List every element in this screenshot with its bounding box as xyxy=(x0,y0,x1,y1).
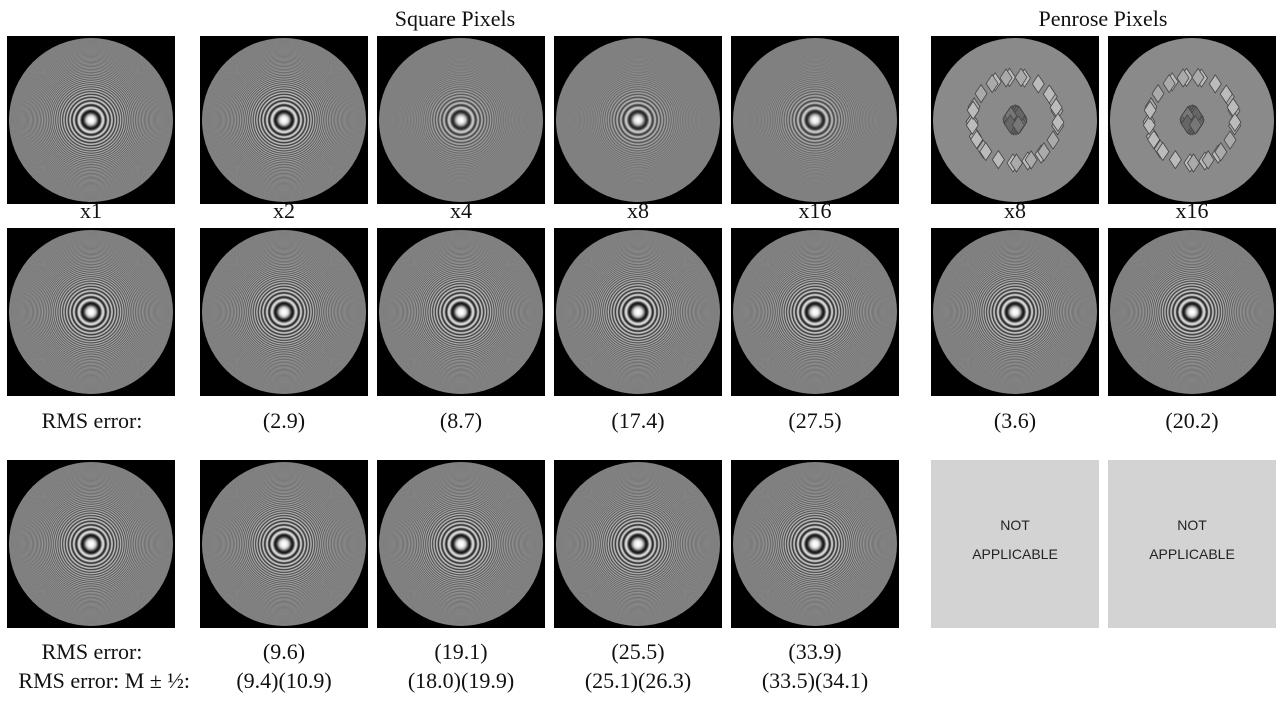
rms-value: (27.5) xyxy=(788,410,841,432)
image-panel xyxy=(1108,36,1276,204)
rms-label: RMS error: xyxy=(42,641,143,663)
rms-pm-value: (33.5)(34.1) xyxy=(762,670,868,692)
image-panel xyxy=(554,228,722,396)
rms-label: RMS error: xyxy=(42,410,143,432)
image-panel xyxy=(1108,228,1276,396)
image-panel xyxy=(554,36,722,204)
image-panel xyxy=(731,36,899,204)
section-title: Square Pixels xyxy=(395,8,515,30)
na-text: NOT xyxy=(931,517,1099,533)
rms-value: (8.7) xyxy=(440,410,482,432)
image-panel xyxy=(731,228,899,396)
rms-value: (17.4) xyxy=(611,410,664,432)
rms-pm-value: (9.4)(10.9) xyxy=(236,670,331,692)
na-text: APPLICABLE xyxy=(1108,546,1276,562)
na-text: NOT xyxy=(1108,517,1276,533)
image-panel xyxy=(377,228,545,396)
image-panel xyxy=(731,460,899,628)
image-panel xyxy=(931,36,1099,204)
scale-label: x1 xyxy=(80,200,102,222)
image-panel xyxy=(377,460,545,628)
rms-value: (20.2) xyxy=(1165,410,1218,432)
rms-pm-label: RMS error: M ± ½: xyxy=(18,670,190,692)
image-panel xyxy=(377,36,545,204)
rms-value: (9.6) xyxy=(263,641,305,663)
image-panel xyxy=(554,460,722,628)
scale-label: x8 xyxy=(627,200,649,222)
image-panel xyxy=(200,460,368,628)
section-title: Penrose Pixels xyxy=(1039,8,1168,30)
scale-label: x2 xyxy=(273,200,295,222)
not-applicable-panel: NOT APPLICABLE xyxy=(1108,460,1276,628)
rms-value: (33.9) xyxy=(788,641,841,663)
image-panel xyxy=(200,228,368,396)
na-text: APPLICABLE xyxy=(931,546,1099,562)
rms-value: (2.9) xyxy=(263,410,305,432)
scale-label: x16 xyxy=(799,200,832,222)
image-panel xyxy=(7,228,175,396)
rms-value: (3.6) xyxy=(994,410,1036,432)
image-panel xyxy=(931,228,1099,396)
image-panel xyxy=(200,36,368,204)
scale-label: x4 xyxy=(450,200,472,222)
rms-pm-value: (18.0)(19.9) xyxy=(408,670,514,692)
scale-label: x16 xyxy=(1176,200,1209,222)
image-panel xyxy=(7,36,175,204)
figure: {"headers": {"square": "Square Pixels", … xyxy=(0,0,1282,701)
scale-label: x8 xyxy=(1004,200,1026,222)
not-applicable-panel: NOT APPLICABLE xyxy=(931,460,1099,628)
rms-value: (25.5) xyxy=(611,641,664,663)
rms-value: (19.1) xyxy=(434,641,487,663)
rms-pm-value: (25.1)(26.3) xyxy=(585,670,691,692)
image-panel xyxy=(7,460,175,628)
